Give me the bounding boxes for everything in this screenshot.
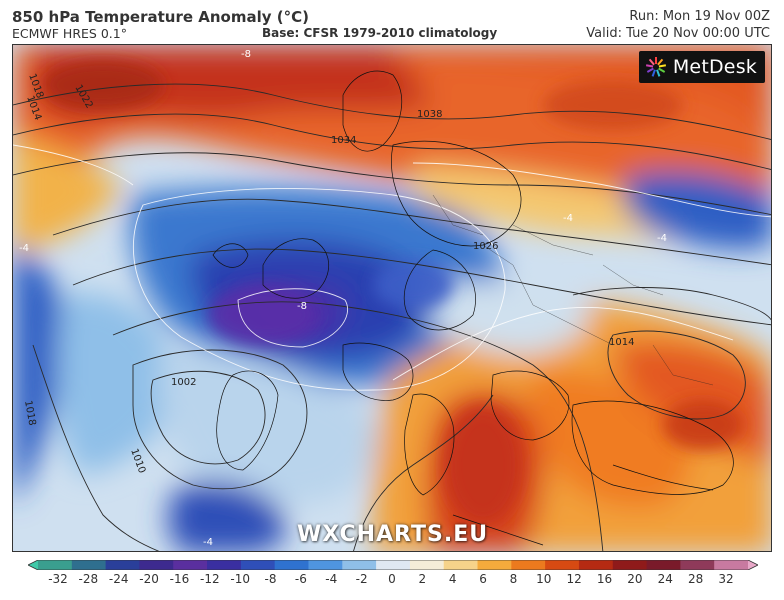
isobar-label: 1038 (417, 109, 442, 120)
anomaly-contours (13, 144, 771, 391)
isobar-label: 1002 (171, 377, 196, 388)
colorbar-tick-label: -32 (48, 572, 68, 586)
colorbar-segment (443, 560, 479, 570)
colorbar-tick-label: 2 (418, 572, 427, 586)
colorbar-tick-label: 32 (718, 572, 734, 586)
model-label: ECMWF HRES 0.1° (12, 26, 127, 41)
header: 850 hPa Temperature Anomaly (°C) ECMWF H… (0, 0, 784, 44)
colorbar-segment (38, 560, 73, 570)
isobar-label: 1026 (473, 241, 498, 252)
colorbar-tick-label: -12 (200, 572, 220, 586)
colorbar-segment (240, 560, 276, 570)
isobar-label: 1034 (331, 135, 356, 146)
colorbar-segment (274, 560, 309, 570)
colorbar (28, 560, 758, 570)
map-canvas: -8 1018 1014 1022 1038 1034 1026 1002 10… (13, 45, 771, 551)
colorbar-tick-label: 16 (596, 572, 613, 586)
colorbar-segment (139, 560, 174, 570)
anomaly-label: -8 (297, 301, 307, 312)
colorbar-segment (308, 560, 343, 570)
colorbar-tick-label: -8 (264, 572, 277, 586)
run-time-label: Run: Mon 19 Nov 00Z (629, 9, 770, 24)
colorbar-segment (714, 560, 749, 570)
colorbar-segment (207, 560, 242, 570)
colorbar-segment (105, 560, 140, 570)
isobar-label: 1018 (22, 400, 37, 427)
anomaly-label: -4 (657, 233, 667, 244)
colorbar-arrow-high (748, 560, 758, 570)
colorbar-segment (173, 560, 208, 570)
coastlines (212, 70, 734, 546)
colorbar-segment (409, 560, 445, 570)
colorbar-segment (511, 560, 546, 570)
chart-title: 850 hPa Temperature Anomaly (°C) (12, 8, 309, 26)
colorbar-segment (612, 560, 648, 570)
colorbar-ticks: -32 -28 -24 -20 -16 -12 -10 -8 -6 -4 -2 0 2 4 6 8 10 12 16… (0, 572, 784, 592)
isobar-label: -8 (241, 49, 251, 60)
colorbar-tick-label: 20 (627, 572, 643, 586)
metdesk-logo-icon (645, 57, 666, 77)
colorbar-segment (376, 560, 411, 570)
colorbar-tick-label: -10 (230, 572, 250, 586)
colorbar-tick-label: -6 (294, 572, 307, 586)
watermark: WXCHARTS.EU (297, 522, 489, 547)
colorbar-segment (545, 560, 580, 570)
country-borders (432, 194, 714, 386)
colorbar-tick-label: -28 (78, 572, 99, 586)
colorbar-segment (646, 560, 681, 570)
anomaly-field-detail (43, 60, 743, 525)
colorbar-segment (71, 560, 107, 570)
colorbar-tick-label: 8 (509, 572, 518, 586)
colorbar-tick-label: 24 (657, 572, 673, 586)
colorbar-tick-label: 10 (536, 572, 552, 586)
anomaly-label: -4 (563, 213, 573, 224)
colorbar-tick-label: -20 (139, 572, 159, 586)
colorbar-segment (342, 560, 377, 570)
isobar-label: 1014 (609, 337, 634, 348)
colorbar-tick-label: 0 (388, 572, 396, 586)
anomaly-label: -4 (203, 537, 213, 548)
colorbar-segment (578, 560, 614, 570)
colorbar-tick-label: -4 (325, 572, 338, 586)
valid-time-label: Valid: Tue 20 Nov 00:00 UTC (586, 26, 770, 41)
colorbar-tick-label: -24 (108, 572, 129, 586)
colorbar-arrow-low (28, 560, 38, 570)
colorbar-tick-label: -2 (355, 572, 368, 586)
base-climatology-label: Base: CFSR 1979-2010 climatology (262, 26, 498, 40)
colorbar-segment (477, 560, 512, 570)
colorbar-tick-label: 4 (448, 572, 457, 586)
anomaly-map[interactable]: -8 1018 1014 1022 1038 1034 1026 1002 10… (12, 44, 772, 552)
anomaly-label: -4 (19, 243, 29, 254)
logo-text: MetDesk (672, 56, 757, 78)
colorbar-tick-label: 6 (479, 572, 487, 586)
colorbar-segment (680, 560, 715, 570)
colorbar-tick-label: -16 (169, 572, 190, 586)
colorbar-tick-label: 28 (687, 572, 704, 586)
metdesk-logo[interactable]: MetDesk (638, 51, 765, 83)
colorbar-tick-label: 12 (566, 572, 582, 586)
